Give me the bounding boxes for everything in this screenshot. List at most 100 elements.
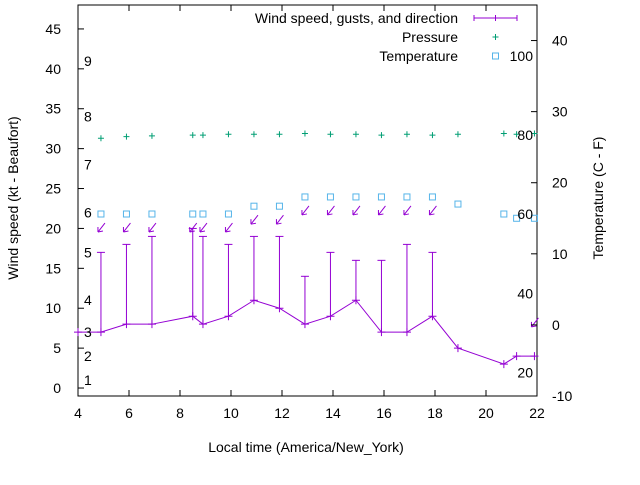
wind-direction-arrow-head (530, 321, 537, 328)
beaufort-label: 1 (84, 372, 92, 388)
beaufort-label: 8 (84, 109, 92, 125)
wind-direction-arrow-shaft (97, 222, 106, 233)
pressure-point (513, 131, 520, 138)
pressure-point (500, 130, 507, 137)
y-right-tick-label: -10 (552, 388, 572, 404)
ticks-group: 4 6 8 10 12 14 16 18 20 22051015202530354045-1001… (45, 5, 572, 421)
wind-direction-arrow (326, 205, 335, 216)
wind-direction-arrow-shaft (189, 222, 198, 233)
x-tick-label: 8 (176, 405, 184, 421)
wind-direction-arrow (189, 222, 198, 233)
pressure-point (148, 132, 155, 139)
fahrenheit-label: 80 (517, 127, 533, 143)
pressure-point (378, 132, 385, 139)
wind-direction-arrow (199, 222, 208, 233)
beaufort-label: 6 (84, 204, 92, 220)
x-tick-label: 16 (376, 405, 392, 421)
wind-speed-point (530, 352, 539, 361)
wind-speed-point (74, 328, 82, 337)
wind-direction-arrow-head (97, 227, 104, 233)
y-left-tick-label: 15 (45, 260, 61, 276)
y-left-tick-label: 40 (45, 61, 61, 77)
y-left-tick-label: 0 (53, 380, 61, 396)
temperature-point (428, 193, 436, 201)
beaufort-label: 4 (84, 292, 92, 308)
wind-direction-arrow-shaft (199, 222, 208, 233)
wind-speed-point (499, 360, 508, 369)
fahrenheit-label: 100 (510, 48, 534, 64)
x-tick-label: 10 (223, 405, 239, 421)
temperature-point (530, 214, 538, 222)
temperature-point (122, 210, 130, 218)
temperature-point (97, 210, 105, 218)
y-left-tick-label: 35 (45, 101, 61, 117)
pressure-point (327, 131, 334, 138)
temperature-point (403, 193, 411, 201)
wind-direction-arrow (403, 205, 412, 216)
wind-direction-arrow (377, 205, 386, 216)
pressure-point (97, 135, 104, 142)
temperature-point (199, 210, 207, 218)
y-right-tick-label: 20 (552, 175, 568, 191)
y-right-tick-label: 30 (552, 104, 568, 120)
y-axis-right-label: Temperature (C - F) (590, 137, 606, 260)
wind-direction-arrow-shaft (403, 205, 412, 216)
plot-frame (77, 4, 538, 397)
series-group (74, 130, 539, 369)
pressure-point (429, 132, 436, 139)
legend: Wind speed, gusts, and direction Pressur… (255, 10, 518, 64)
temperature-point (148, 210, 156, 218)
wind-speed-point (453, 344, 462, 353)
x-tick-label: 14 (325, 405, 341, 421)
beaufort-label: 5 (84, 244, 92, 260)
x-tick-label: 6 (125, 405, 133, 421)
wind-direction-arrow-shaft (352, 205, 361, 216)
wind-direction-arrow-head (428, 209, 435, 216)
y-right-tick-label: 10 (552, 246, 568, 262)
pressure-point (123, 133, 130, 140)
x-tick-label: 4 (74, 405, 82, 421)
fahrenheit-label: 40 (517, 286, 533, 302)
wind-direction-arrow (428, 205, 437, 216)
wind-direction-arrow-head (148, 227, 155, 233)
beaufort-label: 9 (84, 53, 92, 69)
wind-direction-arrow-head (250, 219, 257, 225)
wind-direction-arrow-head (301, 209, 308, 216)
fahrenheit-label: 60 (517, 206, 533, 222)
wind-direction-arrow (352, 205, 361, 216)
legend-sample-pressure (492, 34, 499, 40)
pressure-point (225, 131, 232, 138)
wind-direction-arrow-shaft (429, 205, 437, 216)
wind-direction-arrow (148, 222, 157, 233)
y-left-tick-label: 20 (45, 220, 61, 236)
temperature-point (250, 202, 258, 210)
x-axis-label: Local time (America/New_York) (208, 439, 404, 455)
y-left-tick-label: 30 (45, 141, 61, 157)
wind-direction-arrow (122, 222, 131, 233)
x-tick-label: 22 (529, 405, 545, 421)
temperature-point (454, 200, 462, 208)
wind-direction-arrow-head (224, 227, 231, 233)
beaufort-label: 2 (84, 348, 92, 364)
legend-sample-temperature (492, 52, 499, 60)
y-axis-left-label: Wind speed (kt - Beaufort) (5, 116, 21, 279)
wind-direction-arrow-shaft (327, 205, 335, 216)
pressure-point (189, 132, 196, 139)
pressure-point (531, 130, 538, 137)
beaufort-label: 7 (84, 157, 92, 173)
labels-group: Local time (America/New_York) Wind speed… (5, 116, 606, 455)
wind-direction-arrow-head (189, 227, 195, 233)
temperature-point (301, 193, 309, 201)
wind-direction-arrow-shaft (250, 214, 259, 225)
pressure-point (454, 131, 461, 138)
temperature-point (352, 193, 360, 201)
beaufort-label: 3 (84, 324, 92, 340)
x-tick-label: 18 (427, 405, 443, 421)
wind-direction-arrow-shaft (148, 222, 157, 233)
y-left-tick-label: 45 (45, 21, 61, 37)
temperature-point (513, 214, 521, 222)
pressure-point (199, 132, 206, 139)
wind-direction-arrow-shaft (276, 214, 284, 225)
